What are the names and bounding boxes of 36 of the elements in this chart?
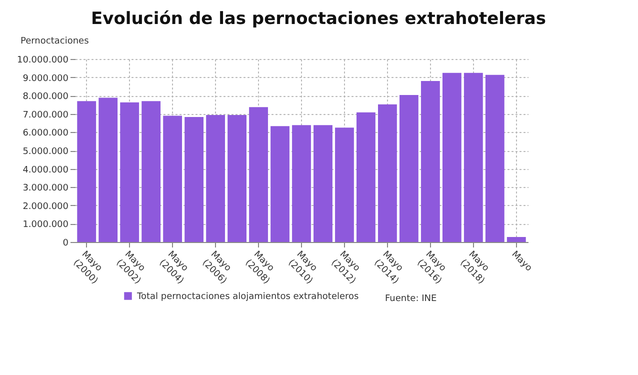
source-note: Fuente: INE [385,294,437,304]
legend-label: Total pernoctaciones alojamientos extrahoteleros [136,292,360,302]
y-tick-label: 10.000.000 [16,56,69,66]
bar [378,104,397,242]
bar [464,72,483,242]
y-tick-label: 2.000.000 [22,202,69,212]
y-tick-label: 0 [62,238,69,248]
bar [142,101,161,242]
bar [228,115,246,242]
bar [420,80,440,242]
bar [335,128,354,242]
bar [163,116,182,242]
y-tick-label: 6.000.000 [22,128,69,139]
y-tick-label: 1.000.000 [22,220,69,230]
bar [292,125,311,242]
bar [314,125,332,242]
bar [442,72,462,242]
bar [98,98,118,242]
y-tick-label: 7.000.000 [22,110,69,120]
y-tick-label: 3.000.000 [22,184,69,194]
bar [249,107,268,242]
bar [184,117,204,242]
bar [485,74,504,242]
bar [206,115,225,242]
bar [77,101,96,242]
y-tick-label: 5.000.000 [22,147,69,157]
y-tick-label: 8.000.000 [22,92,69,102]
bar [120,102,140,242]
y-tick-label: 9.000.000 [22,74,69,84]
bar [356,112,376,242]
y-axis-title: Pernoctaciones [20,36,90,46]
chart-title: Evolución de las pernoctaciones extrahoteleras [91,9,546,29]
bar [506,237,526,242]
y-tick-label: 4.000.000 [22,165,69,176]
bar [399,95,418,242]
bar [270,126,290,242]
